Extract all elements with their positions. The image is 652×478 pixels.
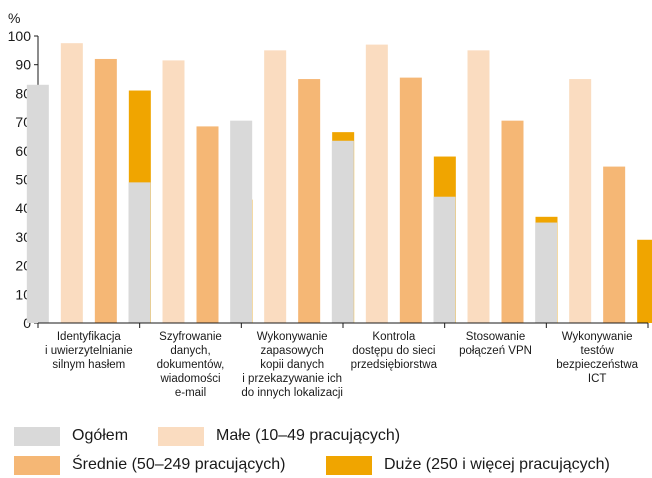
x-category-label-line: testów — [581, 345, 615, 357]
legend-item-ogolem: Ogółem — [14, 426, 128, 446]
legend-swatch-duze — [326, 455, 372, 475]
x-category-label-line: do innych lokalizacji — [241, 387, 343, 399]
legend-item-male: Małe (10–49 pracujących) — [158, 426, 400, 446]
x-category-label: Wykonywanie zapasowych kopii danych i przek… — [241, 331, 343, 399]
bar — [569, 79, 592, 323]
x-category-label-line: dostępu do sieci — [352, 345, 435, 357]
bar — [603, 166, 626, 323]
x-category-label-line: zapasowych — [261, 345, 324, 357]
x-category-label-line: e-mail — [175, 387, 206, 399]
x-category-label-line: i uwierzytelnianie — [45, 345, 133, 357]
y-axis-label: % — [8, 10, 20, 26]
x-category-label-line: Kontrola — [372, 331, 415, 343]
legend-item-srednie: Średnie (50–249 pracujących) — [14, 455, 285, 475]
x-category-label-line: kopii danych — [260, 359, 324, 371]
bar — [535, 222, 558, 323]
x-category-label: Szyfrowanie danych, dokumentów, wiadomości e… — [157, 331, 225, 399]
bar — [365, 44, 388, 324]
bar — [501, 120, 524, 323]
legend-swatch-ogolem — [14, 426, 60, 446]
bar — [26, 84, 49, 323]
bar — [433, 196, 456, 323]
x-category-label-line: silnym hasłem — [52, 359, 125, 371]
bar — [467, 50, 490, 323]
bar — [399, 77, 422, 324]
x-category-label: Kontrola dostępu do sieci przedsiębiorstwa — [351, 331, 438, 371]
x-category-label-line: przedsiębiorstwa — [351, 359, 438, 371]
bar — [60, 43, 83, 324]
x-category-label: Stosowanie połączeń VPN — [459, 331, 532, 357]
legend-swatch-srednie — [14, 455, 60, 475]
legend-item-duze: Duże (250 i więcej pracujących) — [326, 455, 610, 475]
x-category-label-line: Stosowanie — [466, 331, 525, 343]
x-category-label-line: Identyfikacja — [57, 331, 122, 343]
x-category-label: Wykonywanie testów bezpieczeństwa ICT — [556, 331, 638, 385]
bar — [196, 126, 219, 323]
x-category-label-line: Wykonywanie — [562, 331, 633, 343]
x-category-label-line: dokumentów, — [157, 359, 225, 371]
y-tick-label: 100 — [8, 28, 32, 44]
x-category-label: Identyfikacja i uwierzytelnianie silnym ha… — [45, 331, 133, 371]
x-category-label-line: wiadomości — [159, 373, 220, 385]
x-category-label-line: połączeń VPN — [459, 345, 532, 357]
legend-swatch-male — [158, 426, 204, 446]
x-category-label-line: danych, — [170, 345, 210, 357]
y-tick-label: 90 — [15, 57, 31, 73]
x-category-label-line: Wykonywanie — [257, 331, 328, 343]
bar — [162, 60, 185, 324]
bar — [94, 58, 117, 324]
legend-label-ogolem: Ogółem — [72, 427, 129, 444]
bar — [264, 50, 287, 323]
bar — [230, 120, 253, 323]
x-category-label-line: i przekazywanie ich — [242, 373, 342, 385]
legend: Ogółem Małe (10–49 pracujących) Średnie … — [14, 426, 644, 476]
legend-label-srednie: Średnie (50–249 pracujących) — [72, 456, 286, 473]
bar — [128, 182, 151, 323]
x-category-label-line: bezpieczeństwa — [556, 359, 638, 371]
bar — [298, 79, 321, 323]
bar — [637, 239, 652, 323]
legend-label-male: Małe (10–49 pracujących) — [216, 427, 401, 444]
x-category-label-line: Szyfrowanie — [159, 331, 222, 343]
x-category-label-line: ICT — [588, 373, 607, 385]
legend-label-duze: Duże (250 i więcej pracujących) — [384, 456, 610, 473]
bar — [331, 140, 354, 323]
